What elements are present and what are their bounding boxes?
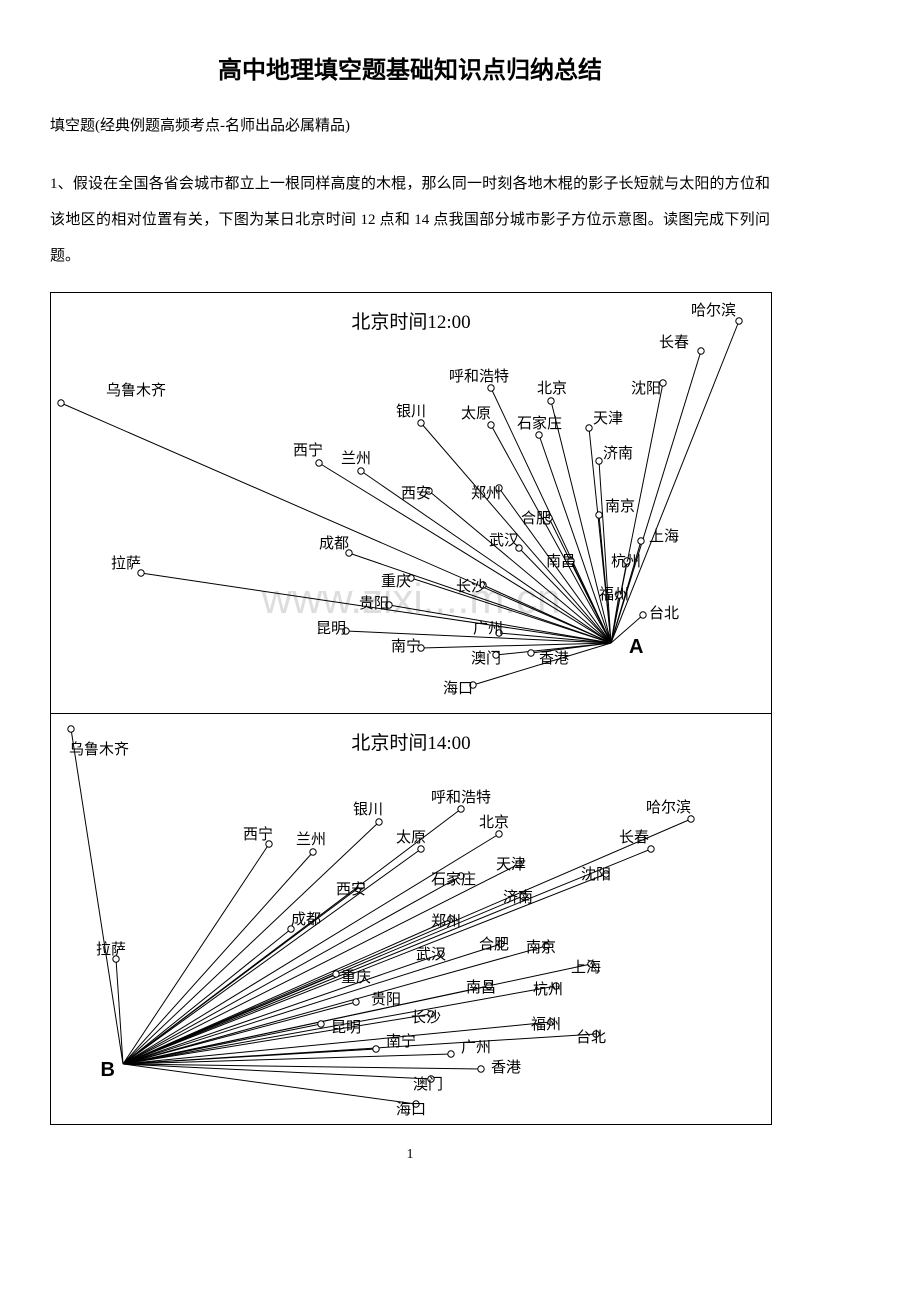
- svg-text:广州: 广州: [461, 1039, 491, 1056]
- svg-text:太原: 太原: [396, 829, 426, 846]
- svg-text:台北: 台北: [576, 1029, 606, 1046]
- svg-text:南京: 南京: [526, 939, 556, 956]
- svg-text:长沙: 长沙: [411, 1009, 441, 1026]
- svg-text:石家庄: 石家庄: [431, 870, 476, 888]
- svg-text:福州: 福州: [531, 1016, 561, 1033]
- svg-text:呼和浩特: 呼和浩特: [431, 789, 491, 806]
- svg-text:B: B: [101, 1059, 115, 1081]
- svg-text:乌鲁木齐: 乌鲁木齐: [69, 741, 129, 758]
- svg-text:沈阳: 沈阳: [631, 380, 661, 397]
- svg-text:西宁: 西宁: [243, 826, 273, 843]
- svg-text:南宁: 南宁: [386, 1033, 416, 1050]
- svg-text:合肥: 合肥: [521, 510, 551, 527]
- svg-text:海口: 海口: [396, 1101, 426, 1118]
- svg-text:贵阳: 贵阳: [371, 991, 401, 1008]
- svg-text:香港: 香港: [491, 1059, 521, 1076]
- svg-text:沈阳: 沈阳: [581, 866, 611, 883]
- svg-text:重庆: 重庆: [381, 573, 411, 590]
- svg-text:武汉: 武汉: [489, 532, 519, 549]
- svg-text:天津: 天津: [593, 410, 623, 427]
- svg-text:A: A: [629, 636, 643, 658]
- svg-text:昆明: 昆明: [316, 620, 346, 637]
- svg-text:拉萨: 拉萨: [111, 555, 141, 572]
- svg-text:银川: 银川: [396, 403, 426, 420]
- svg-text:成都: 成都: [319, 535, 349, 552]
- svg-text:兰州: 兰州: [341, 450, 371, 467]
- svg-text:南昌: 南昌: [466, 979, 496, 996]
- svg-text:长春: 长春: [619, 829, 649, 846]
- figure-14-oclock: 北京时间14:00 乌鲁木齐呼和浩特银川 哈尔滨西宁 兰州 太原 北京长春天津沈阳西安 石家…: [51, 714, 771, 1124]
- svg-text:银川: 银川: [353, 801, 383, 818]
- shadow-diagram-12: 北京时间12:00www.zixi....m.cn哈尔滨长春沈阳北京天津呼和浩特…: [51, 293, 771, 713]
- svg-text:北京时间12:00: 北京时间12:00: [351, 311, 470, 333]
- svg-text:广州: 广州: [473, 620, 503, 637]
- svg-text:哈尔滨: 哈尔滨: [646, 799, 691, 816]
- svg-text:郑州: 郑州: [431, 913, 461, 930]
- svg-text:南宁: 南宁: [391, 638, 421, 655]
- svg-text:北京: 北京: [537, 380, 567, 397]
- svg-text:兰州: 兰州: [296, 831, 326, 848]
- question-text: 1、假设在全国各省会城市都立上一根同样高度的木棍，那么同一时刻各地木棍的影子长短…: [50, 166, 770, 274]
- document-page: 高中地理填空题基础知识点归纳总结 填空题(经典例题高频考点-名师出品必属精品) …: [0, 0, 820, 1193]
- shadow-diagram-14: 北京时间14:00 乌鲁木齐呼和浩特银川 哈尔滨西宁 兰州 太原 北京长春天津沈阳西安 石家…: [51, 714, 771, 1124]
- svg-text:澳门: 澳门: [471, 650, 501, 667]
- svg-text:乌鲁木齐: 乌鲁木齐: [106, 382, 166, 399]
- svg-text:济南: 济南: [603, 445, 633, 462]
- svg-text:呼和浩特: 呼和浩特: [449, 368, 509, 385]
- svg-text:天津: 天津: [496, 856, 526, 873]
- svg-text:澳门: 澳门: [413, 1076, 443, 1093]
- svg-text:成都: 成都: [291, 911, 321, 928]
- svg-text:台北: 台北: [649, 605, 679, 622]
- svg-text:上海: 上海: [571, 959, 601, 976]
- svg-text:济南: 济南: [503, 889, 533, 906]
- svg-text:杭州: 杭州: [611, 553, 641, 570]
- svg-text:杭州: 杭州: [533, 981, 563, 998]
- svg-text:昆明: 昆明: [331, 1019, 361, 1036]
- page-number: 1: [50, 1147, 770, 1163]
- figure-12-oclock: 北京时间12:00www.zixi....m.cn哈尔滨长春沈阳北京天津呼和浩特…: [51, 293, 771, 714]
- svg-text:武汉: 武汉: [416, 946, 446, 963]
- figure-container: 北京时间12:00www.zixi....m.cn哈尔滨长春沈阳北京天津呼和浩特…: [50, 292, 772, 1125]
- svg-text:南昌: 南昌: [546, 553, 576, 570]
- svg-text:拉萨: 拉萨: [96, 941, 126, 958]
- svg-text:贵阳: 贵阳: [359, 595, 389, 612]
- svg-text:福州: 福州: [599, 586, 629, 603]
- page-title: 高中地理填空题基础知识点归纳总结: [50, 50, 770, 85]
- svg-text:长春: 长春: [659, 334, 689, 351]
- svg-text:上海: 上海: [649, 528, 679, 545]
- subtitle-text: 填空题(经典例题高频考点-名师出品必属精品): [50, 113, 770, 140]
- svg-text:南京: 南京: [605, 498, 635, 515]
- svg-text:北京时间14:00: 北京时间14:00: [351, 732, 470, 754]
- svg-text:西安: 西安: [336, 881, 366, 898]
- svg-text:太原: 太原: [461, 405, 491, 422]
- svg-text:合肥: 合肥: [479, 936, 509, 953]
- svg-text:石家庄: 石家庄: [517, 414, 562, 432]
- svg-text:北京: 北京: [479, 814, 509, 831]
- svg-text:哈尔滨: 哈尔滨: [691, 302, 736, 319]
- svg-text:香港: 香港: [539, 650, 569, 667]
- svg-text:郑州: 郑州: [471, 485, 501, 502]
- svg-text:海口: 海口: [443, 680, 473, 697]
- svg-text:西安: 西安: [401, 485, 431, 502]
- svg-text:长沙: 长沙: [456, 578, 486, 595]
- svg-text:重庆: 重庆: [341, 969, 371, 986]
- svg-text:西宁: 西宁: [293, 442, 323, 459]
